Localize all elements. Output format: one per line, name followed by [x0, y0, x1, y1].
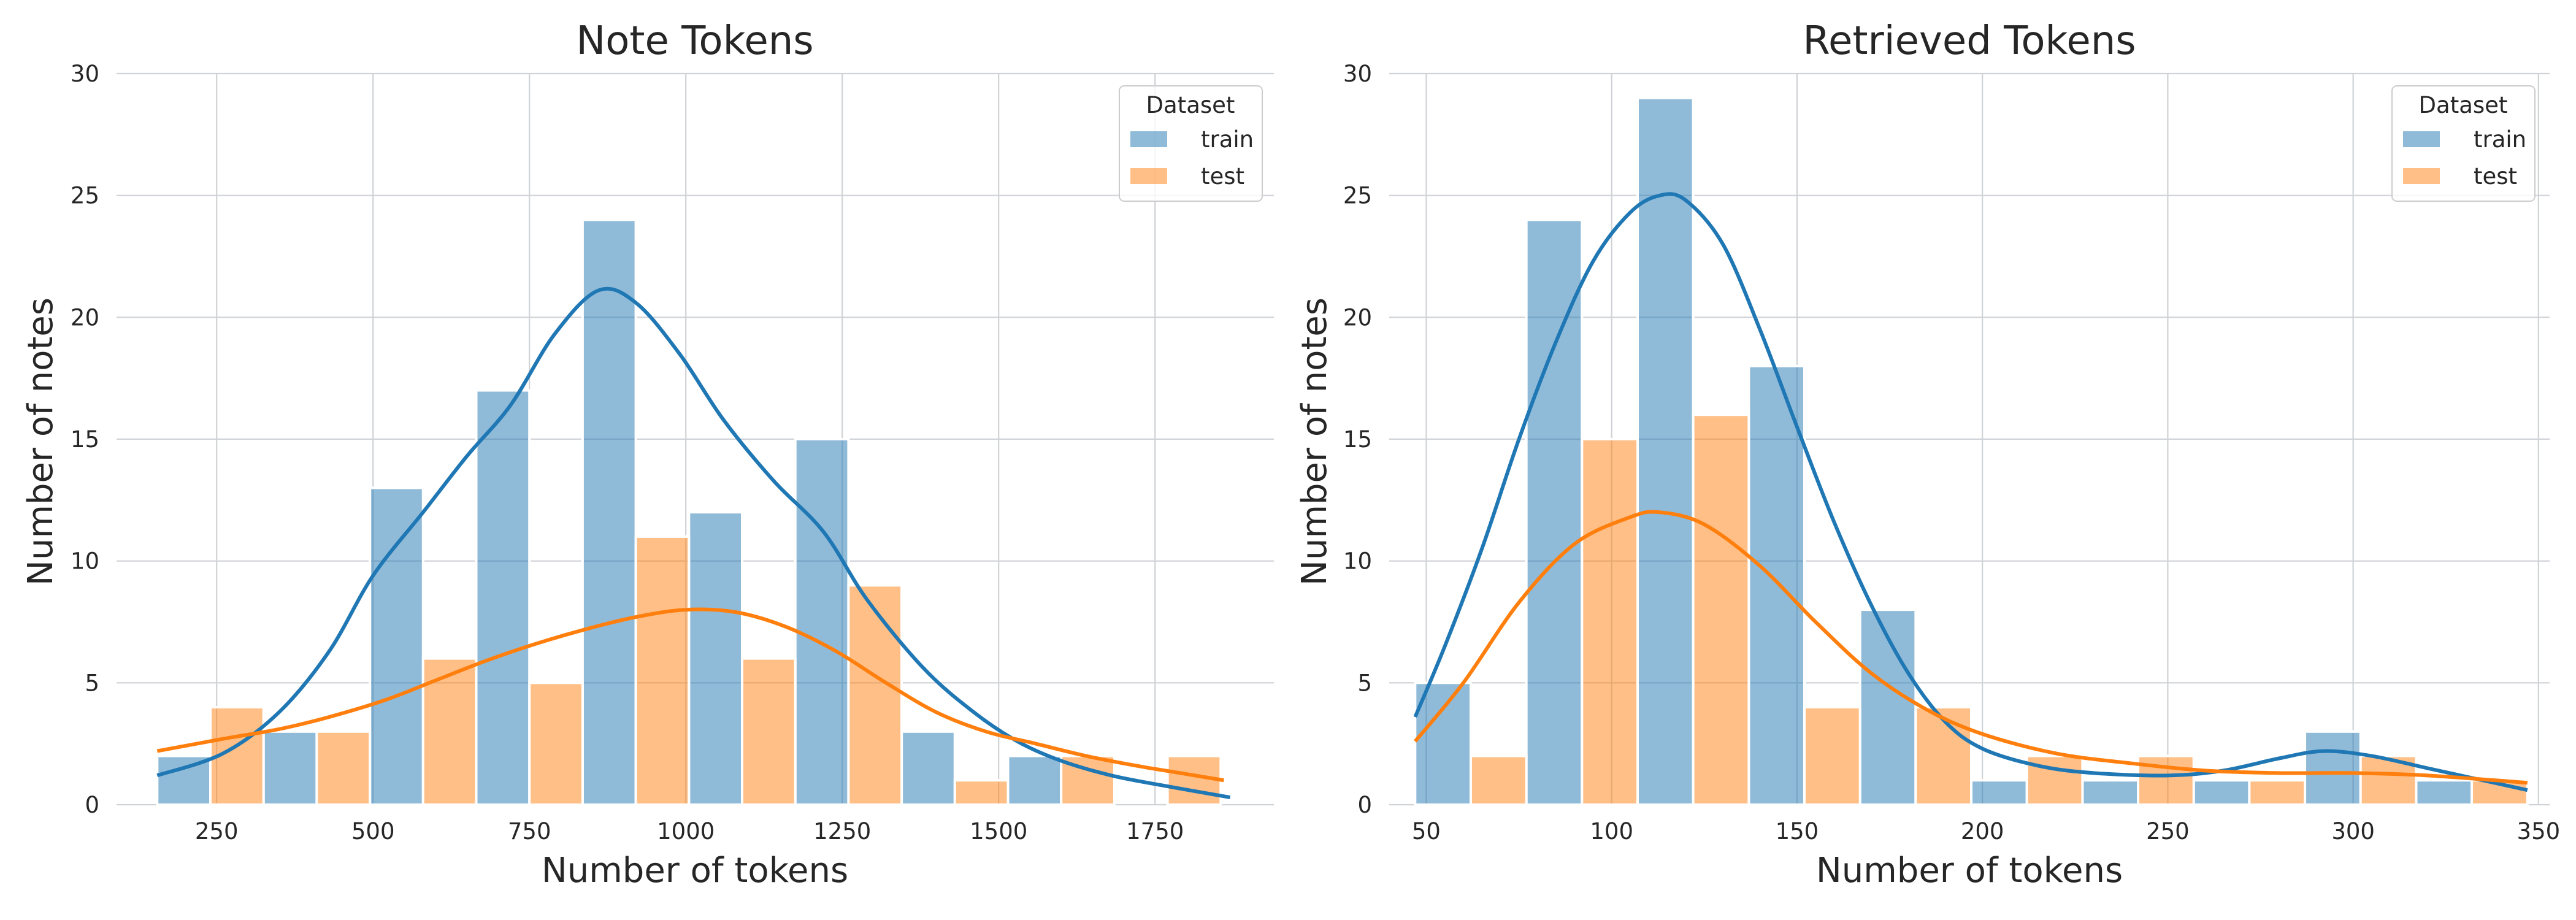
y-tick-label: 25 [71, 183, 99, 209]
bar-train [262, 730, 318, 807]
y-axis-label: Number of notes [1295, 297, 1335, 586]
legend-swatch-test [2403, 168, 2440, 184]
y-tick-label: 25 [1343, 183, 1372, 209]
bar-test [1469, 754, 1528, 806]
bar-test [634, 535, 691, 807]
bar-train [475, 389, 531, 806]
bars [156, 218, 1222, 807]
legend: Dataset train test [1119, 85, 1263, 202]
legend-swatch-train [2403, 131, 2440, 147]
bar-train [1414, 681, 1472, 807]
x-tick-label: 250 [195, 818, 239, 845]
x-tick-label: 500 [351, 818, 395, 845]
bar-train [2304, 730, 2362, 807]
bar-test [1692, 413, 1750, 806]
bar-test [1803, 706, 1861, 806]
x-tick-label: 100 [1590, 818, 1633, 845]
bar-train [2081, 779, 2140, 807]
bar-train [2192, 779, 2251, 807]
y-tick-label: 0 [85, 792, 99, 818]
legend-label-train: train [2474, 126, 2526, 153]
legend: Dataset train test [2391, 85, 2536, 202]
kde-line-test [156, 607, 1224, 783]
x-tick-labels: 250 500 750 1000 1250 1500 1750 [195, 818, 1184, 845]
bar-train [369, 486, 424, 806]
kde-curves [156, 286, 1231, 800]
x-tick-labels: 50 100 150 200 250 300 350 [1412, 818, 2560, 845]
x-tick-label: 1500 [970, 818, 1027, 845]
y-tick-label: 30 [1343, 61, 1372, 87]
kde-curves [1413, 192, 2528, 792]
bar-train [794, 438, 850, 806]
chart-title: Retrieved Tokens [1803, 18, 2136, 64]
bar-test [528, 681, 584, 807]
x-axis-label: Number of tokens [542, 851, 848, 891]
y-axis-label: Number of notes [21, 297, 61, 586]
y-tick-label: 10 [1343, 548, 1372, 575]
legend-swatch-train [1130, 131, 1167, 147]
kde-line-test [1413, 510, 2528, 785]
y-tick-label: 10 [71, 548, 99, 575]
chart-retrieved-tokens: Retrieved Tokens Number of notes Number … [1295, 18, 2560, 891]
bar-train [2415, 779, 2474, 807]
bar-test [953, 779, 1010, 807]
x-tick-label: 150 [1776, 818, 1819, 845]
bar-test [315, 730, 372, 807]
legend-label-train: train [1201, 126, 1254, 153]
legend-label-test: test [2474, 163, 2517, 190]
bar-test [741, 657, 797, 806]
y-tick-labels: 0 5 10 15 20 25 30 [71, 61, 99, 818]
bar-train [1525, 218, 1584, 806]
bar-test [1581, 438, 1639, 806]
bar-train [900, 730, 956, 807]
chart-title: Note Tokens [576, 18, 813, 64]
bar-test [847, 584, 903, 807]
x-tick-label: 350 [2517, 818, 2561, 845]
bars [1414, 96, 2529, 807]
y-tick-label: 15 [71, 426, 99, 453]
y-tick-label: 20 [1343, 304, 1372, 331]
x-tick-label: 200 [1961, 818, 2004, 845]
x-axis-label: Number of tokens [1816, 851, 2123, 891]
bar-train [1747, 364, 1806, 806]
bar-train [1636, 96, 1695, 807]
y-tick-labels: 0 5 10 15 20 25 30 [1343, 61, 1372, 818]
legend-label-test: test [1201, 163, 1244, 190]
bar-train [1970, 779, 2028, 807]
x-tick-label: 1750 [1126, 818, 1184, 845]
x-tick-label: 300 [2331, 818, 2375, 845]
y-tick-label: 15 [1343, 426, 1372, 453]
x-tick-label: 1250 [813, 818, 871, 845]
x-tick-label: 1000 [657, 818, 715, 845]
gridlines [117, 72, 1274, 806]
y-tick-label: 5 [1357, 670, 1372, 696]
bar-train [1006, 754, 1063, 806]
x-tick-label: 750 [508, 818, 551, 845]
bar-test [1914, 706, 1973, 806]
y-tick-label: 0 [1357, 792, 1372, 818]
chart-note-tokens: Note Tokens Number of notes Number of to… [21, 18, 1274, 891]
x-tick-label: 50 [1412, 818, 1441, 845]
legend-title: Dataset [1146, 92, 1235, 118]
legend-title: Dataset [2419, 92, 2508, 118]
bar-test [2248, 779, 2307, 807]
legend-swatch-test [1130, 168, 1167, 184]
y-tick-label: 20 [71, 304, 99, 331]
bar-train [1858, 608, 1917, 807]
x-tick-label: 250 [2146, 818, 2190, 845]
bar-train [581, 218, 637, 806]
y-tick-label: 30 [71, 61, 99, 87]
y-tick-label: 5 [85, 670, 99, 696]
kde-line-train [1413, 192, 2528, 792]
bar-train [688, 511, 744, 806]
